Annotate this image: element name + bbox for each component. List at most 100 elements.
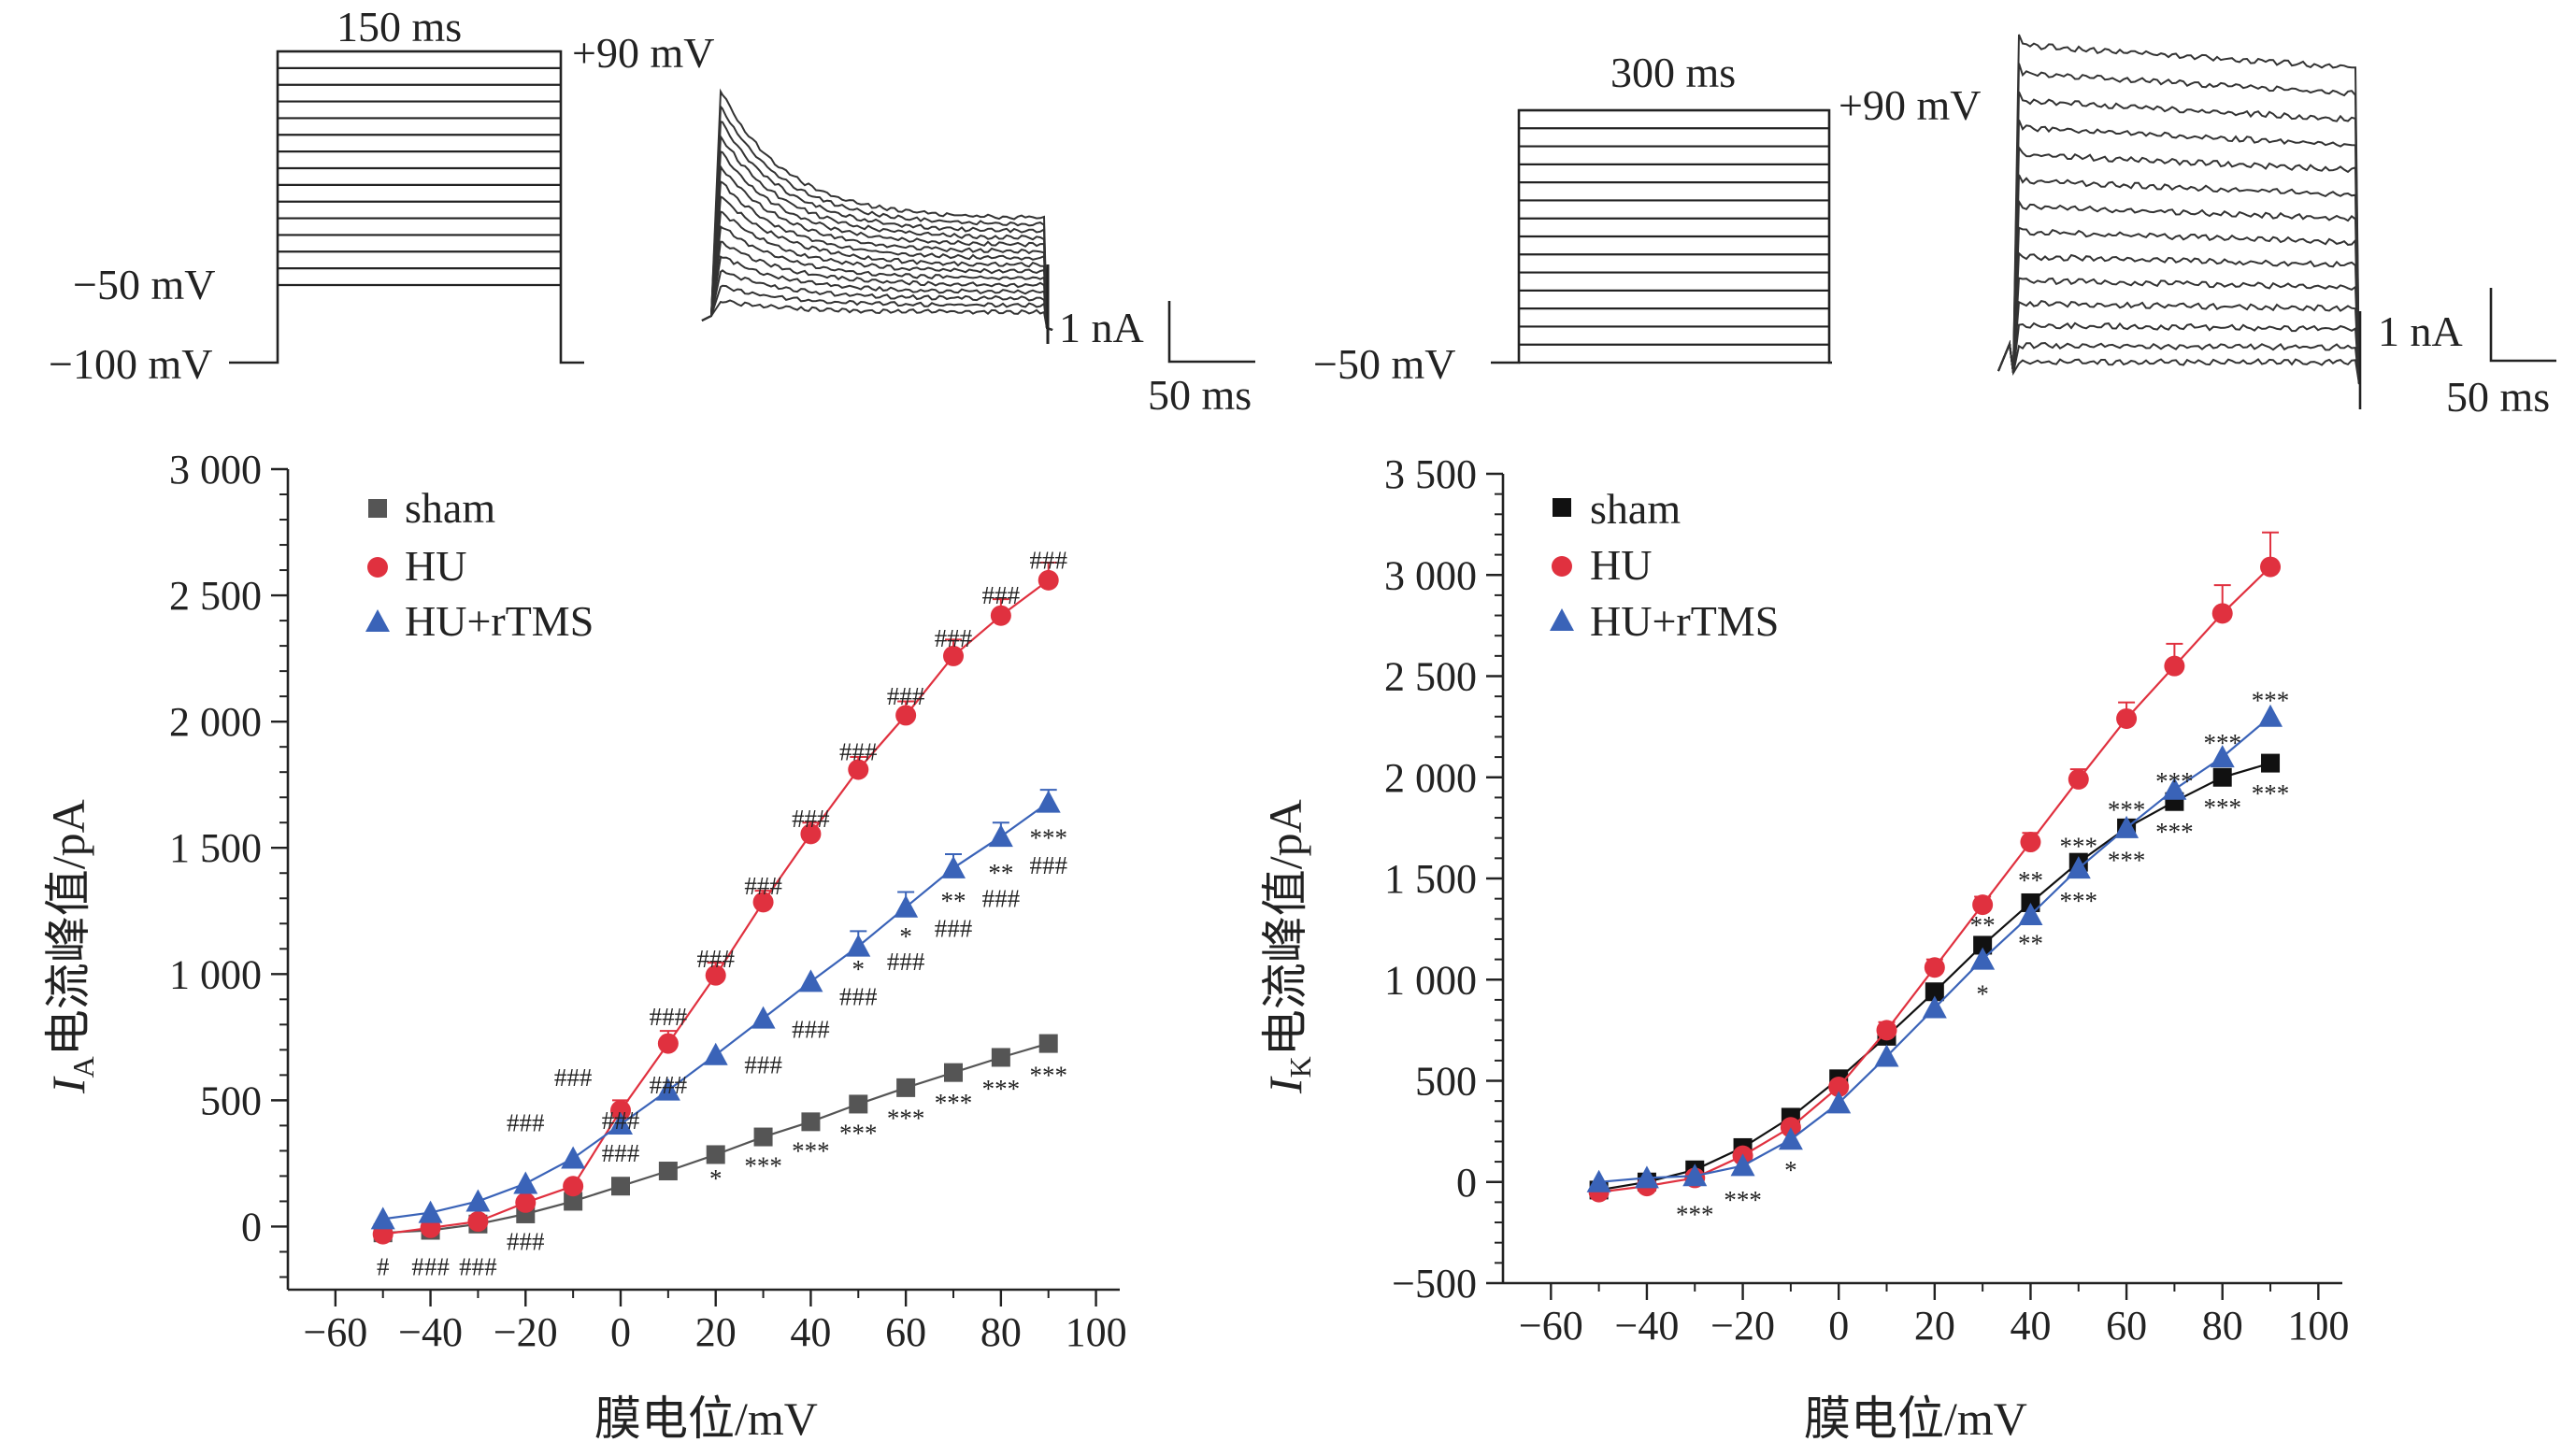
y-tick-label: 2 000 <box>169 699 262 745</box>
protocol-right-top-voltage: +90 mV <box>1839 81 1981 129</box>
y-tick-label: 1 000 <box>1384 957 1477 1003</box>
y-tick-label: 3 000 <box>169 447 262 493</box>
significance-mark: ** <box>988 859 1013 887</box>
significance-mark: *** <box>2060 832 2098 860</box>
significance-mark: # <box>377 1253 390 1281</box>
point-HU <box>895 705 917 726</box>
significance-mark: ### <box>650 1071 688 1099</box>
point-HU <box>1038 569 1059 591</box>
chart-right-ylabel: IK电流峰值/pA <box>1259 799 1317 1094</box>
chart-left-ylabel-sub: A <box>66 1056 100 1078</box>
y-tick-label: 1 500 <box>169 825 262 871</box>
trace-left-sweep <box>701 284 1053 331</box>
trace-right-sweep <box>1997 34 2360 385</box>
point-HU+rTMS <box>798 969 823 992</box>
significance-mark: ### <box>744 872 782 900</box>
protocol-right-duration: 300 ms <box>1610 49 1736 96</box>
point-HU+rTMS <box>370 1206 395 1230</box>
significance-mark: ** <box>2018 929 2043 957</box>
point-sham <box>801 1112 821 1132</box>
point-HU+rTMS <box>846 934 871 957</box>
trace-left-sweep <box>701 210 1053 331</box>
trace-right-sweep <box>1997 226 2360 385</box>
chart-right-ylabel-sub: K <box>1283 1056 1317 1078</box>
point-HU <box>943 645 964 666</box>
point-HU <box>1876 1020 1897 1041</box>
scale-left-time: 50 ms <box>1148 371 1252 419</box>
legend-right-hu-label: HU <box>1590 541 1652 589</box>
point-HU+rTMS <box>1970 947 1996 970</box>
significance-mark: * <box>709 1164 723 1192</box>
trace-right-sweep <box>1997 340 2360 385</box>
y-tick-label: 2 500 <box>169 573 262 619</box>
point-HU+rTMS <box>703 1042 728 1065</box>
trace-left-ia: 1 nA 50 ms <box>701 88 1255 419</box>
point-sham <box>2212 767 2232 787</box>
y-tick-label: 2 000 <box>1384 755 1477 801</box>
significance-mark: ### <box>602 1139 640 1167</box>
protocol-left-top-voltage: +90 mV <box>572 29 714 77</box>
significance-mark: ### <box>507 1228 545 1256</box>
significance-mark: *** <box>1029 823 1067 851</box>
significance-mark: ** <box>1970 911 1996 939</box>
point-HU <box>2164 655 2185 677</box>
legend-left-hu-label: HU <box>405 542 466 590</box>
x-tick-label: −40 <box>1615 1303 1680 1349</box>
point-sham <box>1038 1034 1058 1053</box>
x-tick-label: 0 <box>1828 1303 1849 1349</box>
scale-left-current: 1 nA <box>1059 304 1144 351</box>
chart-right-ylabel-symbol: I <box>1259 1076 1311 1094</box>
scale-right-time: 50 ms <box>2446 373 2550 421</box>
point-HU+rTMS <box>655 1078 680 1101</box>
protocol-left-duration: 150 ms <box>336 3 462 50</box>
trace-right-sweeps <box>1997 34 2362 409</box>
point-sham <box>1925 982 1944 1002</box>
scale-right-current: 1 nA <box>2378 307 2463 355</box>
protocol-left-steps <box>278 50 561 287</box>
point-HU <box>990 605 1011 626</box>
chart-right-ylabel-unit: 电流峰值/pA <box>1259 799 1311 1056</box>
point-sham <box>944 1063 963 1082</box>
trace-left-sweep <box>701 150 1053 331</box>
trace-right-ik: 1 nA 50 ms <box>1997 34 2556 421</box>
chart-right-ik: −500 0 500 1 000 1 500 2 000 2 500 3 000 3 500 −6… <box>1259 451 2349 1442</box>
significance-mark: ### <box>744 1051 782 1079</box>
point-HU+rTMS <box>465 1189 491 1212</box>
point-HU+rTMS <box>2210 745 2235 768</box>
point-HU+rTMS <box>1922 995 1947 1019</box>
point-sham <box>658 1162 678 1181</box>
significance-mark: ### <box>887 948 925 976</box>
legend-right-hurtms-label: HU+rTMS <box>1590 597 1779 645</box>
significance-mark: *** <box>2155 767 2194 795</box>
x-tick-label: −60 <box>1519 1303 1583 1349</box>
significance-mark: * <box>1784 1156 1797 1184</box>
x-tick-label: −20 <box>494 1309 558 1355</box>
y-tick-label: 1 500 <box>1384 856 1477 902</box>
trace-right-sweep <box>1997 91 2360 385</box>
chart-left-ylabel-symbol: I <box>42 1076 94 1094</box>
point-sham <box>1973 935 1993 955</box>
y-tick-label: 500 <box>200 1078 262 1123</box>
point-HU <box>2020 832 2041 853</box>
point-HU+rTMS <box>1778 1127 1803 1150</box>
significance-mark: ### <box>982 581 1021 609</box>
chart-left-ylabel: IA电流峰值/pA <box>42 799 100 1094</box>
protocol-left: 150 ms +90 mV −50 mV −100 mV <box>49 3 714 388</box>
legend-right: sham HU HU+rTMS <box>1550 485 1779 645</box>
point-HU+rTMS <box>1036 790 1061 813</box>
significance-mark: * <box>852 955 866 983</box>
point-HU+rTMS <box>561 1146 586 1169</box>
protocol-right: 300 ms +90 mV −50 mV <box>1313 49 1981 388</box>
protocol-right-bottom-voltage: −50 mV <box>1313 340 1455 388</box>
point-HU+rTMS <box>1730 1153 1755 1177</box>
legend-right-hurtms-marker <box>1550 608 1574 631</box>
point-HU+rTMS <box>1586 1169 1611 1192</box>
y-tick-label: 1 000 <box>169 951 262 997</box>
point-HU <box>800 823 822 845</box>
x-tick-label: 80 <box>2202 1303 2243 1349</box>
protocol-left-outline <box>229 50 584 364</box>
scale-bar-right <box>2489 288 2556 363</box>
point-sham <box>991 1048 1010 1067</box>
trace-right-sweep <box>1997 198 2360 385</box>
x-tick-label: 40 <box>2010 1303 2051 1349</box>
